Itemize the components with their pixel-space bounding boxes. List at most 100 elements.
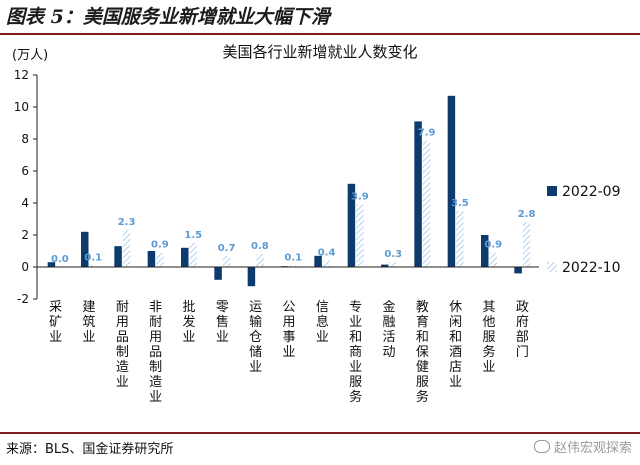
category-label-char: 育 [416, 314, 429, 330]
bar-2022-09 [214, 267, 222, 280]
category-label-char: 门 [516, 345, 529, 360]
data-label: 0.1 [284, 252, 302, 263]
data-label: 0.0 [51, 254, 69, 265]
chart-title: 美国各行业新增就业人数变化 [222, 43, 417, 61]
y-tick-label: 0 [21, 260, 29, 274]
data-label: 2.8 [518, 209, 536, 220]
bar-2022-10 [389, 262, 397, 267]
data-label: 0.9 [484, 240, 502, 251]
category-label-char: 部 [516, 330, 529, 345]
category-label-char: 服 [349, 375, 362, 390]
category-label-char: 业 [182, 330, 195, 345]
category-label-char: 品 [149, 345, 162, 360]
bar-2022-09 [514, 267, 522, 274]
bar-2022-09 [247, 267, 256, 287]
category-label-char: 商 [349, 345, 362, 360]
bar-2022-09 [414, 121, 422, 268]
category-label-char: 和 [416, 330, 429, 345]
data-label: 3.9 [351, 192, 369, 203]
y-tick-label: 2 [21, 228, 29, 242]
category-label-char: 保 [416, 345, 429, 360]
category-label-char: 专 [349, 300, 362, 315]
data-label: 2.3 [118, 217, 136, 228]
category-label-char: 政 [516, 300, 529, 315]
category-label-char: 采 [49, 300, 62, 315]
category-label-char: 储 [249, 345, 262, 360]
x-axis: 采矿业建筑业耐用品制造业非耐用品制造业批发业零售业运输仓储业公用事业信息业专业和… [37, 266, 539, 405]
bar-2022-10 [489, 252, 497, 267]
category-label-char: 售 [216, 314, 229, 330]
category-label-char: 融 [382, 315, 395, 330]
bar-2022-09 [47, 262, 56, 267]
bar-2022-10 [189, 243, 197, 267]
bar-2022-10 [89, 265, 97, 267]
category-label-char: 店 [449, 360, 462, 375]
category-label-char: 金 [382, 299, 395, 315]
bar-2022-10 [222, 255, 231, 267]
bar-2022-09 [381, 264, 389, 267]
category-label-char: 业 [249, 360, 262, 375]
category-label-char: 动 [382, 345, 395, 360]
data-label: 0.7 [218, 243, 236, 254]
y-tick-label: 8 [21, 132, 29, 146]
bar-2022-10 [122, 230, 131, 267]
category-label-char: 业 [449, 375, 462, 390]
y-tick-label: 4 [21, 196, 29, 210]
category-label-char: 息 [316, 314, 329, 330]
data-label: 0.8 [251, 241, 269, 252]
category-label-char: 公 [282, 300, 295, 315]
bars [47, 95, 531, 287]
category-label-char: 矿 [49, 315, 62, 330]
category-label-char: 业 [149, 390, 162, 405]
y-axis-unit: (万人) [12, 48, 48, 63]
category-label-char: 酒 [449, 345, 462, 360]
source-note: 来源：BLS、国金证券研究所 [6, 442, 174, 457]
category-label-char: 零 [216, 300, 229, 315]
category-label-char: 业 [349, 315, 362, 330]
wechat-icon [533, 440, 550, 453]
bar-2022-09 [114, 246, 122, 267]
legend-label-2022-10: 2022-10 [562, 260, 621, 276]
category-label-char: 务 [482, 344, 495, 360]
category-label-char: 务 [349, 389, 362, 405]
category-label-char: 业 [49, 330, 62, 345]
category-label-char: 闲 [449, 315, 462, 330]
category-label-char: 业 [116, 375, 129, 390]
legend-swatch-2022-10 [547, 262, 557, 272]
category-label-char: 和 [449, 330, 462, 345]
legend-label-2022-09: 2022-09 [562, 184, 621, 200]
category-label-char: 府 [516, 315, 529, 330]
data-label: 0.3 [384, 249, 402, 260]
bar-2022-10 [256, 254, 264, 267]
data-labels: 0.0 0.1 2.3 0.9 1.5 0.7 0.8 0.1 0.4 3.9 0.3 7.9 3.5 0… [51, 128, 535, 265]
bar-2022-10 [356, 204, 364, 267]
category-label-char: 制 [116, 345, 129, 360]
category-label-char: 非 [149, 300, 162, 315]
category-label-char: 筑 [82, 314, 95, 330]
category-label-char: 品 [116, 330, 129, 345]
watermark: 赵伟宏观探索 [533, 437, 632, 456]
category-label-char: 和 [349, 330, 362, 345]
category-label-char: 用 [116, 315, 129, 330]
category-label-char: 业 [82, 330, 95, 345]
category-label-char: 用 [282, 315, 295, 330]
category-label-char: 用 [149, 330, 162, 345]
category-label-char: 输 [249, 314, 262, 330]
bar-2022-09 [81, 231, 89, 267]
category-label-char: 其 [482, 300, 495, 315]
y-tick-label: 10 [14, 100, 29, 114]
data-label: 1.5 [184, 230, 202, 241]
category-label-char: 建 [82, 300, 95, 315]
category-label-char: 信 [316, 300, 329, 315]
category-label-char: 事 [282, 330, 295, 345]
bar-2022-09 [481, 235, 489, 267]
category-label-char: 批 [182, 300, 195, 315]
top-rule [0, 33, 640, 35]
bar-2022-09 [447, 95, 456, 267]
category-label-char: 服 [416, 375, 429, 390]
category-label-char: 仓 [249, 330, 262, 345]
bar-2022-09 [314, 255, 322, 267]
category-label-char: 业 [349, 360, 362, 375]
category-label-char: 活 [382, 330, 395, 345]
category-label-char: 造 [116, 360, 129, 375]
